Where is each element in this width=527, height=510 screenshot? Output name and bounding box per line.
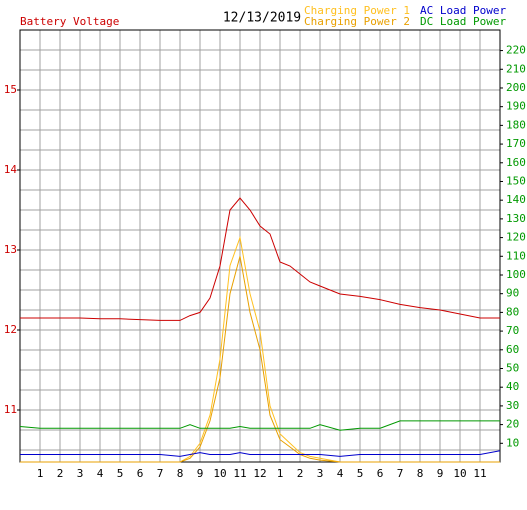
x-tick-label: 2: [297, 467, 304, 480]
legend-label: Charging Power 2: [304, 15, 410, 28]
y2-tick-label: 80: [506, 305, 519, 318]
x-tick-label: 11: [233, 467, 246, 480]
y-tick-label: 11: [4, 403, 17, 416]
legend-label: Battery Voltage: [20, 15, 119, 28]
y-tick-label: 12: [4, 323, 17, 336]
x-tick-label: 8: [417, 467, 424, 480]
x-tick-label: 3: [317, 467, 324, 480]
y2-tick-label: 30: [506, 399, 519, 412]
y2-tick-label: 130: [506, 212, 526, 225]
x-tick-label: 11: [473, 467, 486, 480]
x-tick-label: 6: [137, 467, 144, 480]
x-tick-label: 10: [213, 467, 226, 480]
x-tick-label: 5: [117, 467, 124, 480]
x-tick-label: 9: [197, 467, 204, 480]
legend-label: Charging Power 1: [304, 4, 410, 17]
x-tick-label: 3: [77, 467, 84, 480]
x-tick-label: 1: [277, 467, 284, 480]
y2-tick-label: 190: [506, 100, 526, 113]
y2-tick-label: 210: [506, 62, 526, 75]
y2-tick-label: 120: [506, 231, 526, 244]
y-tick-label: 15: [4, 83, 17, 96]
x-tick-label: 7: [157, 467, 164, 480]
chart-title: 12/13/2019: [223, 11, 301, 26]
x-tick-label: 12: [253, 467, 266, 480]
y2-tick-label: 220: [506, 44, 526, 57]
x-tick-label: 10: [453, 467, 466, 480]
y2-tick-label: 20: [506, 418, 519, 431]
x-tick-label: 2: [57, 467, 64, 480]
y2-tick-label: 140: [506, 193, 526, 206]
y2-tick-label: 200: [506, 81, 526, 94]
y2-tick-label: 50: [506, 361, 519, 374]
series-line: [20, 450, 501, 457]
x-tick-label: 1: [37, 467, 44, 480]
plot-border: [19, 29, 501, 463]
series-line: [20, 197, 500, 321]
y2-tick-label: 110: [506, 249, 526, 262]
y2-tick-label: 40: [506, 380, 519, 393]
x-tick-label: 5: [357, 467, 364, 480]
y2-tick-label: 180: [506, 118, 526, 131]
legend-label: AC Load Power: [420, 4, 506, 17]
x-tick-label: 8: [177, 467, 184, 480]
y2-tick-label: 10: [506, 436, 519, 449]
y2-tick-label: 60: [506, 343, 519, 356]
y2-tick-label: 70: [506, 324, 519, 337]
y2-tick-label: 100: [506, 268, 526, 281]
y2-tick-label: 160: [506, 156, 526, 169]
x-tick-label: 4: [337, 467, 344, 480]
series-line: [20, 256, 500, 463]
y-tick-label: 14: [4, 163, 18, 176]
x-tick-label: 7: [397, 467, 404, 480]
y2-tick-label: 150: [506, 174, 526, 187]
x-tick-label: 4: [97, 467, 104, 480]
x-tick-label: 6: [377, 467, 384, 480]
y-tick-label: 13: [4, 243, 17, 256]
x-tick-label: 9: [437, 467, 444, 480]
legend-label: DC Load Power: [420, 15, 506, 28]
series-line: [19, 420, 500, 431]
y2-tick-label: 90: [506, 287, 519, 300]
y2-tick-label: 170: [506, 137, 526, 150]
